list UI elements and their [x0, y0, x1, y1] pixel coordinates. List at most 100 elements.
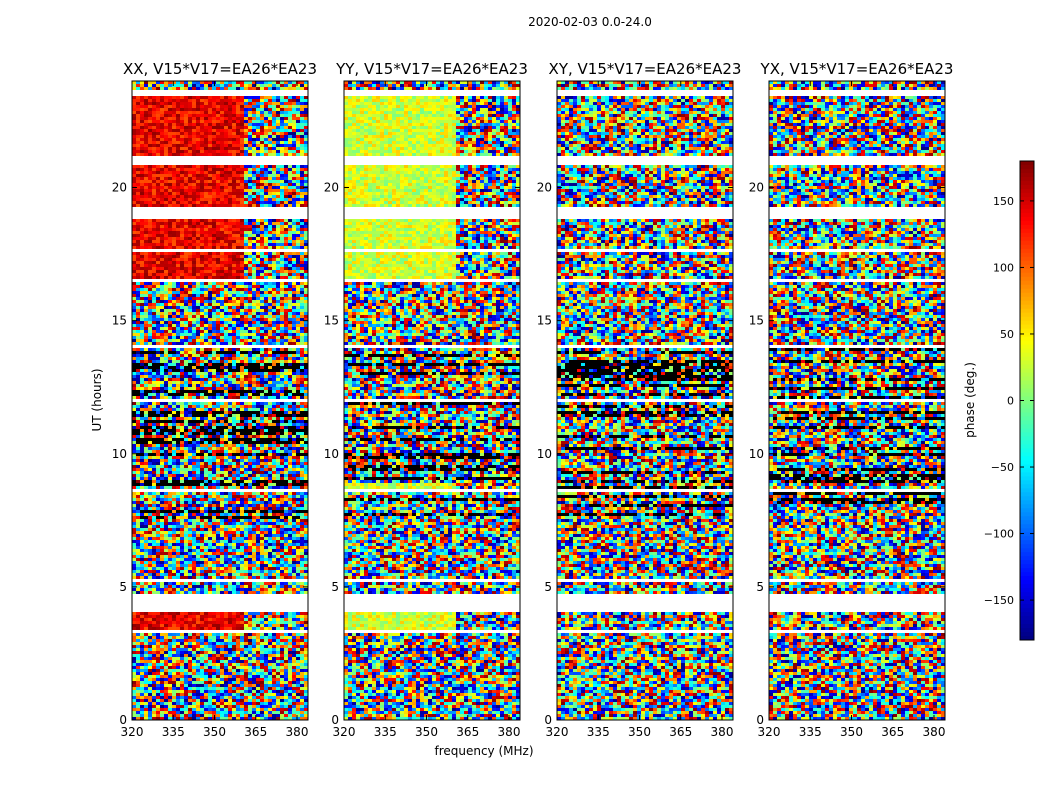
heatmap-cell — [188, 285, 193, 288]
heatmap-cell — [256, 423, 261, 426]
heatmap-cell — [204, 237, 209, 240]
heatmap-cell — [228, 150, 233, 153]
heatmap-cell — [144, 105, 149, 108]
heatmap-cell — [204, 195, 209, 198]
heatmap-cell — [172, 144, 177, 147]
heatmap-cell — [292, 198, 297, 201]
heatmap-cell — [164, 81, 169, 84]
heatmap-cell — [136, 165, 141, 168]
heatmap-cell — [184, 234, 189, 237]
heatmap-cell — [204, 240, 209, 243]
heatmap-cell — [260, 174, 265, 177]
heatmap-cell — [132, 420, 137, 423]
heatmap-cell — [156, 333, 161, 336]
heatmap-cell — [244, 402, 249, 405]
heatmap-cell — [216, 237, 221, 240]
heatmap-cell — [252, 177, 257, 180]
heatmap-cell — [212, 189, 217, 192]
heatmap-cell — [176, 192, 181, 195]
heatmap-cell — [180, 342, 185, 345]
heatmap-cell — [240, 372, 245, 375]
heatmap-cell — [136, 219, 141, 222]
heatmap-cell — [208, 432, 213, 435]
heatmap-cell — [284, 195, 289, 198]
heatmap-cell — [256, 117, 261, 120]
heatmap-cell — [164, 168, 169, 171]
heatmap-cell — [300, 306, 305, 309]
heatmap-cell — [216, 201, 221, 204]
heatmap-cell — [304, 108, 309, 111]
heatmap-cell — [244, 120, 249, 123]
heatmap-cell — [172, 81, 177, 84]
heatmap-cell — [244, 306, 249, 309]
heatmap-cell — [188, 237, 193, 240]
heatmap-cell — [208, 441, 213, 444]
heatmap-cell — [228, 327, 233, 330]
heatmap-cell — [148, 132, 153, 135]
heatmap-cell — [280, 129, 285, 132]
heatmap-cell — [140, 351, 145, 354]
heatmap-cell — [172, 312, 177, 315]
heatmap-cell — [140, 96, 145, 99]
heatmap-cell — [168, 339, 173, 342]
heatmap-cell — [176, 384, 181, 387]
heatmap-cell — [180, 288, 185, 291]
heatmap-cell — [200, 120, 205, 123]
heatmap-cell — [216, 120, 221, 123]
heatmap-cell — [216, 282, 221, 285]
heatmap-cell — [292, 177, 297, 180]
heatmap-cell — [300, 108, 305, 111]
heatmap-cell — [176, 417, 181, 420]
heatmap-cell — [180, 312, 185, 315]
heatmap-cell — [172, 438, 177, 441]
heatmap-cell — [216, 168, 221, 171]
heatmap-cell — [152, 258, 157, 261]
heatmap-cell — [232, 99, 237, 102]
heatmap-cell — [164, 171, 169, 174]
heatmap-cell — [284, 315, 289, 318]
heatmap-cell — [148, 231, 153, 234]
heatmap-cell — [200, 414, 205, 417]
heatmap-cell — [148, 303, 153, 306]
heatmap-cell — [224, 198, 229, 201]
heatmap-cell — [144, 117, 149, 120]
heatmap-cell — [304, 114, 309, 117]
heatmap-cell — [280, 261, 285, 264]
heatmap-cell — [232, 288, 237, 291]
heatmap-cell — [140, 147, 145, 150]
heatmap-cell — [208, 171, 213, 174]
heatmap-cell — [256, 219, 261, 222]
heatmap-cell — [188, 324, 193, 327]
heatmap-cell — [148, 165, 153, 168]
heatmap-cell — [184, 330, 189, 333]
heatmap-cell — [160, 261, 165, 264]
heatmap-cell — [144, 384, 149, 387]
heatmap-cell — [220, 369, 225, 372]
heatmap-cell — [232, 204, 237, 207]
heatmap-cell — [280, 324, 285, 327]
heatmap-cell — [244, 315, 249, 318]
heatmap-cell — [240, 114, 245, 117]
heatmap-cell — [176, 126, 181, 129]
heatmap-cell — [156, 111, 161, 114]
heatmap-cell — [152, 459, 157, 462]
heatmap-cell — [232, 366, 237, 369]
heatmap-cell — [168, 312, 173, 315]
heatmap-cell — [132, 177, 137, 180]
heatmap-cell — [284, 201, 289, 204]
heatmap-cell — [288, 321, 293, 324]
heatmap-cell — [228, 384, 233, 387]
heatmap-cell — [268, 102, 273, 105]
heatmap-cell — [208, 117, 213, 120]
heatmap-cell — [240, 204, 245, 207]
heatmap-cell — [228, 108, 233, 111]
heatmap-cell — [264, 435, 269, 438]
heatmap-cell — [288, 120, 293, 123]
heatmap-cell — [172, 390, 177, 393]
heatmap-cell — [168, 336, 173, 339]
heatmap-cell — [260, 114, 265, 117]
heatmap-cell — [280, 201, 285, 204]
heatmap-cell — [156, 447, 161, 450]
heatmap-cell — [200, 420, 205, 423]
heatmap-cell — [236, 285, 241, 288]
